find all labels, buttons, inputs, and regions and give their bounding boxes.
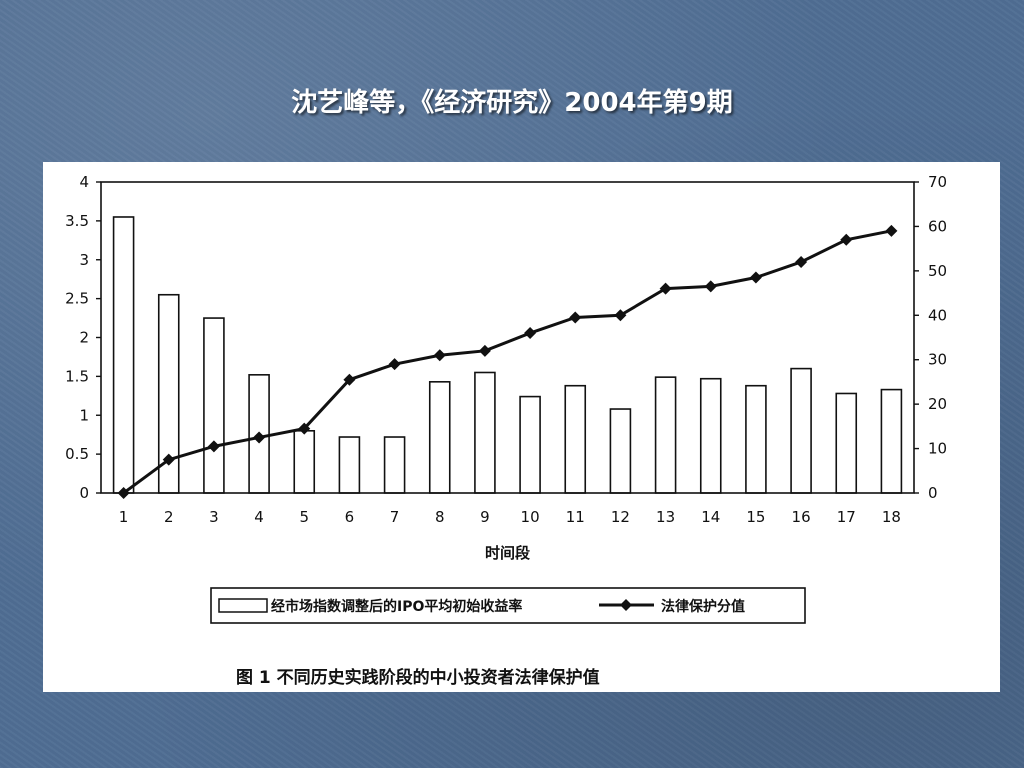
x-tick-label: 9	[480, 508, 490, 526]
left-tick-label: 2	[79, 329, 89, 347]
x-tick-label: 8	[435, 508, 445, 526]
legend-diamond-icon	[620, 599, 632, 611]
x-tick-label: 15	[746, 508, 765, 526]
x-tick-label: 1	[119, 508, 129, 526]
figure-caption: 图 1 不同历史实践阶段的中小投资者法律保护值	[236, 667, 600, 688]
line-point-8	[433, 349, 446, 362]
x-tick-label: 7	[390, 508, 400, 526]
bar-8	[428, 381, 451, 494]
line-point-9	[478, 344, 491, 357]
line-point-15	[749, 271, 762, 284]
x-tick-label: 18	[882, 508, 901, 526]
bar-16	[790, 367, 812, 494]
figure-panel: 0 0.5 1 1.5 2 2.5 3 3.5 4 0 10 20 30 40 50 60 70 1 2 3 4 5 6 7 8…	[43, 162, 1000, 692]
right-tick-label: 40	[928, 306, 947, 324]
right-tick-label: 0	[928, 484, 938, 502]
legend-box	[210, 587, 806, 624]
slide-title: 沈艺峰等，《经济研究》2004年第9期	[291, 88, 733, 118]
left-tick-label: 0	[79, 484, 89, 502]
right-tick-label: 50	[928, 262, 947, 280]
bar-12	[609, 408, 632, 494]
line-point-6	[343, 373, 356, 386]
right-tick-label: 70	[928, 173, 947, 191]
x-tick-label: 10	[521, 508, 540, 526]
bar-7	[383, 436, 406, 494]
x-tick-label: 14	[701, 508, 720, 526]
bar-10	[519, 395, 541, 494]
line-point-7	[388, 358, 401, 371]
x-tick-label: 6	[345, 508, 355, 526]
bar-17	[835, 392, 858, 494]
left-tick-label: 0.5	[65, 445, 89, 463]
left-tick-label: 4	[79, 173, 89, 191]
bar-5	[293, 429, 316, 494]
x-tick-label: 12	[611, 508, 630, 526]
right-tick-label: 30	[928, 351, 947, 369]
right-tick-label: 20	[928, 395, 947, 413]
x-tick-label: 4	[254, 508, 264, 526]
x-tick-label: 2	[164, 508, 174, 526]
bar-11	[564, 384, 587, 494]
line-point-1	[117, 487, 130, 499]
legend-bar-swatch	[218, 598, 268, 613]
legend-line-label: 法律保护分值	[661, 598, 745, 615]
x-axis-title: 时间段	[485, 544, 530, 562]
bar-9	[474, 371, 496, 494]
left-tick-label: 2.5	[65, 290, 89, 308]
line-point-2	[162, 453, 175, 466]
left-tick-label: 3	[79, 251, 89, 269]
bar-15	[745, 384, 767, 494]
line-point-5	[298, 422, 311, 435]
x-tick-label: 11	[566, 508, 585, 526]
x-tick-label: 13	[656, 508, 675, 526]
bar-13	[654, 376, 677, 494]
bar-14	[699, 377, 722, 494]
x-tick-label: 5	[299, 508, 309, 526]
bar-18	[880, 388, 903, 494]
line-point-3	[207, 440, 220, 453]
left-tick-label: 3.5	[65, 212, 89, 230]
x-tick-label: 17	[837, 508, 856, 526]
right-tick-label: 60	[928, 217, 947, 235]
left-tick-label: 1	[79, 406, 89, 424]
bar-1	[112, 216, 135, 494]
line-point-12	[614, 309, 627, 322]
line-point-11	[569, 311, 582, 324]
line-point-16	[795, 255, 808, 268]
right-tick-label: 10	[928, 440, 947, 458]
line-point-18	[885, 224, 898, 237]
bar-6	[338, 436, 361, 494]
x-tick-label: 3	[209, 508, 219, 526]
x-tick-label: 16	[792, 508, 811, 526]
line-point-14	[704, 280, 717, 293]
line-point-17	[840, 233, 853, 246]
line-point-13	[659, 282, 672, 295]
line-series-path	[122, 229, 892, 495]
bar-3	[203, 317, 225, 494]
line-point-10	[524, 327, 537, 340]
left-tick-label: 1.5	[65, 367, 89, 385]
legend-bar-label: 经市场指数调整后的IPO平均初始收益率	[271, 598, 522, 615]
